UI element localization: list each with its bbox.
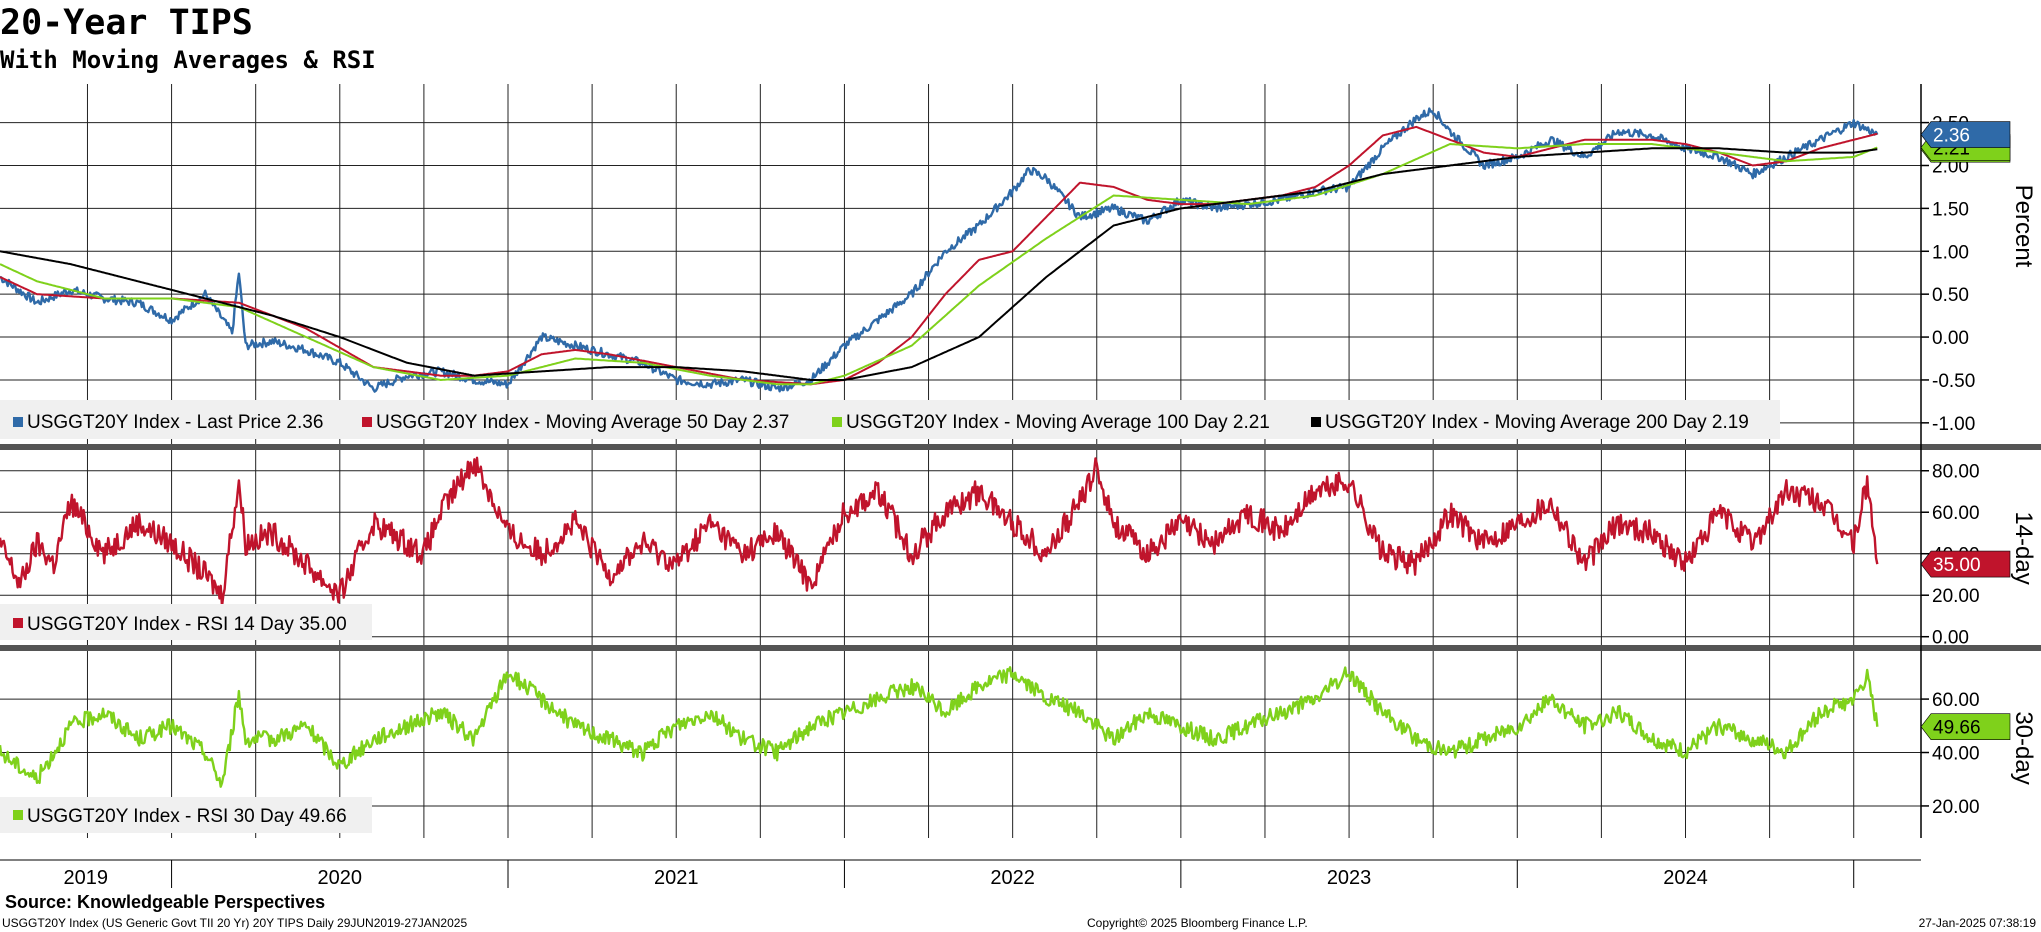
last-value-tag: 35.00 <box>1920 550 2011 578</box>
legend-ma200: USGGT20Y Index - Moving Average 200 Day … <box>1325 412 1749 433</box>
y-tick-label: 80.00 <box>1932 462 1980 483</box>
y-tick-label: 60.00 <box>1932 690 1980 711</box>
y-tick-label: 0.00 <box>1932 628 1969 649</box>
legend-swatch-ma50 <box>362 417 372 427</box>
rsi14-panel-ylabel: 14-day <box>2010 511 2037 584</box>
legend-rsi30: USGGT20Y Index - RSI 30 Day 49.66 <box>27 806 347 827</box>
rsi14-legend: USGGT20Y Index - RSI 14 Day 35.00 <box>0 604 372 640</box>
y-tick-label: 1.50 <box>1932 199 1969 220</box>
year-label: 2021 <box>654 867 699 889</box>
price-legend: USGGT20Y Index - Last Price 2.36 USGGT20… <box>0 400 1780 439</box>
last-value-tag: 49.66 <box>1920 713 2011 741</box>
year-label: 2024 <box>1663 867 1708 889</box>
y-tick-label: 1.00 <box>1932 242 1969 263</box>
y-tick-label: -1.00 <box>1932 414 1975 435</box>
legend-ma100: USGGT20Y Index - Moving Average 100 Day … <box>846 412 1270 433</box>
legend-swatch-rsi30 <box>13 810 23 820</box>
rsi30-panel-ylabel: 30-day <box>2010 711 2037 784</box>
year-gridlines <box>86 84 1855 838</box>
year-label: 2023 <box>1327 867 1372 889</box>
last-value-text: 35.00 <box>1933 555 1981 576</box>
year-label: 2022 <box>990 867 1035 889</box>
price-panel-ylabel: Percent <box>2010 185 2037 268</box>
legend-price: USGGT20Y Index - Last Price 2.36 <box>27 412 323 433</box>
panel-separator-rsi14-rsi30 <box>0 645 2041 651</box>
last-value-text: 49.66 <box>1933 718 1981 739</box>
series-line <box>0 107 1879 393</box>
y-tick-labels: 2.502.001.501.000.500.00-0.50-1.0080.006… <box>1921 114 1980 818</box>
footer-center: Copyright© 2025 Bloomberg Finance L.P. <box>1087 916 1308 930</box>
legend-rsi14: USGGT20Y Index - RSI 14 Day 35.00 <box>27 614 347 635</box>
last-value-text: 2.36 <box>1933 126 1970 147</box>
chart-subtitle: With Moving Averages & RSI <box>0 46 376 74</box>
y-tick-label: -0.50 <box>1932 371 1975 392</box>
series-layer <box>0 107 1879 788</box>
legend-swatch-ma100 <box>832 417 842 427</box>
series-line <box>0 147 1878 381</box>
series-line <box>0 666 1879 788</box>
y-tick-label: 20.00 <box>1932 797 1980 818</box>
legend-ma50: USGGT20Y Index - Moving Average 50 Day 2… <box>376 412 789 433</box>
footer-left: USGGT20Y Index (US Generic Govt TII 20 Y… <box>2 916 467 930</box>
footer-right: 27-Jan-2025 07:38:19 <box>1919 916 2037 930</box>
rsi30-legend: USGGT20Y Index - RSI 30 Day 49.66 <box>0 797 372 833</box>
legend-swatch-price <box>13 417 23 427</box>
y-tick-label: 0.00 <box>1932 328 1969 349</box>
chart-title: 20-Year TIPS <box>0 3 253 43</box>
series-line <box>0 456 1879 608</box>
last-value-tag: 2.36 <box>1920 121 2011 148</box>
legend-swatch-ma200 <box>1311 417 1321 427</box>
series-line <box>0 143 1878 386</box>
x-axis-year-labels: 2019 2020 2021 2022 2023 2024 <box>64 860 1855 889</box>
y-tick-label: 40.00 <box>1932 744 1980 765</box>
panel-separator-price-rsi14 <box>0 444 2041 450</box>
y-tick-label: 0.50 <box>1932 285 1969 306</box>
year-label: 2020 <box>318 867 363 889</box>
y-tick-label: 20.00 <box>1932 586 1980 607</box>
y-tick-label: 60.00 <box>1932 503 1980 524</box>
legend-swatch-rsi14 <box>13 618 23 628</box>
year-label: 2019 <box>64 867 109 889</box>
source-note: Source: Knowledgeable Perspectives <box>5 892 325 912</box>
